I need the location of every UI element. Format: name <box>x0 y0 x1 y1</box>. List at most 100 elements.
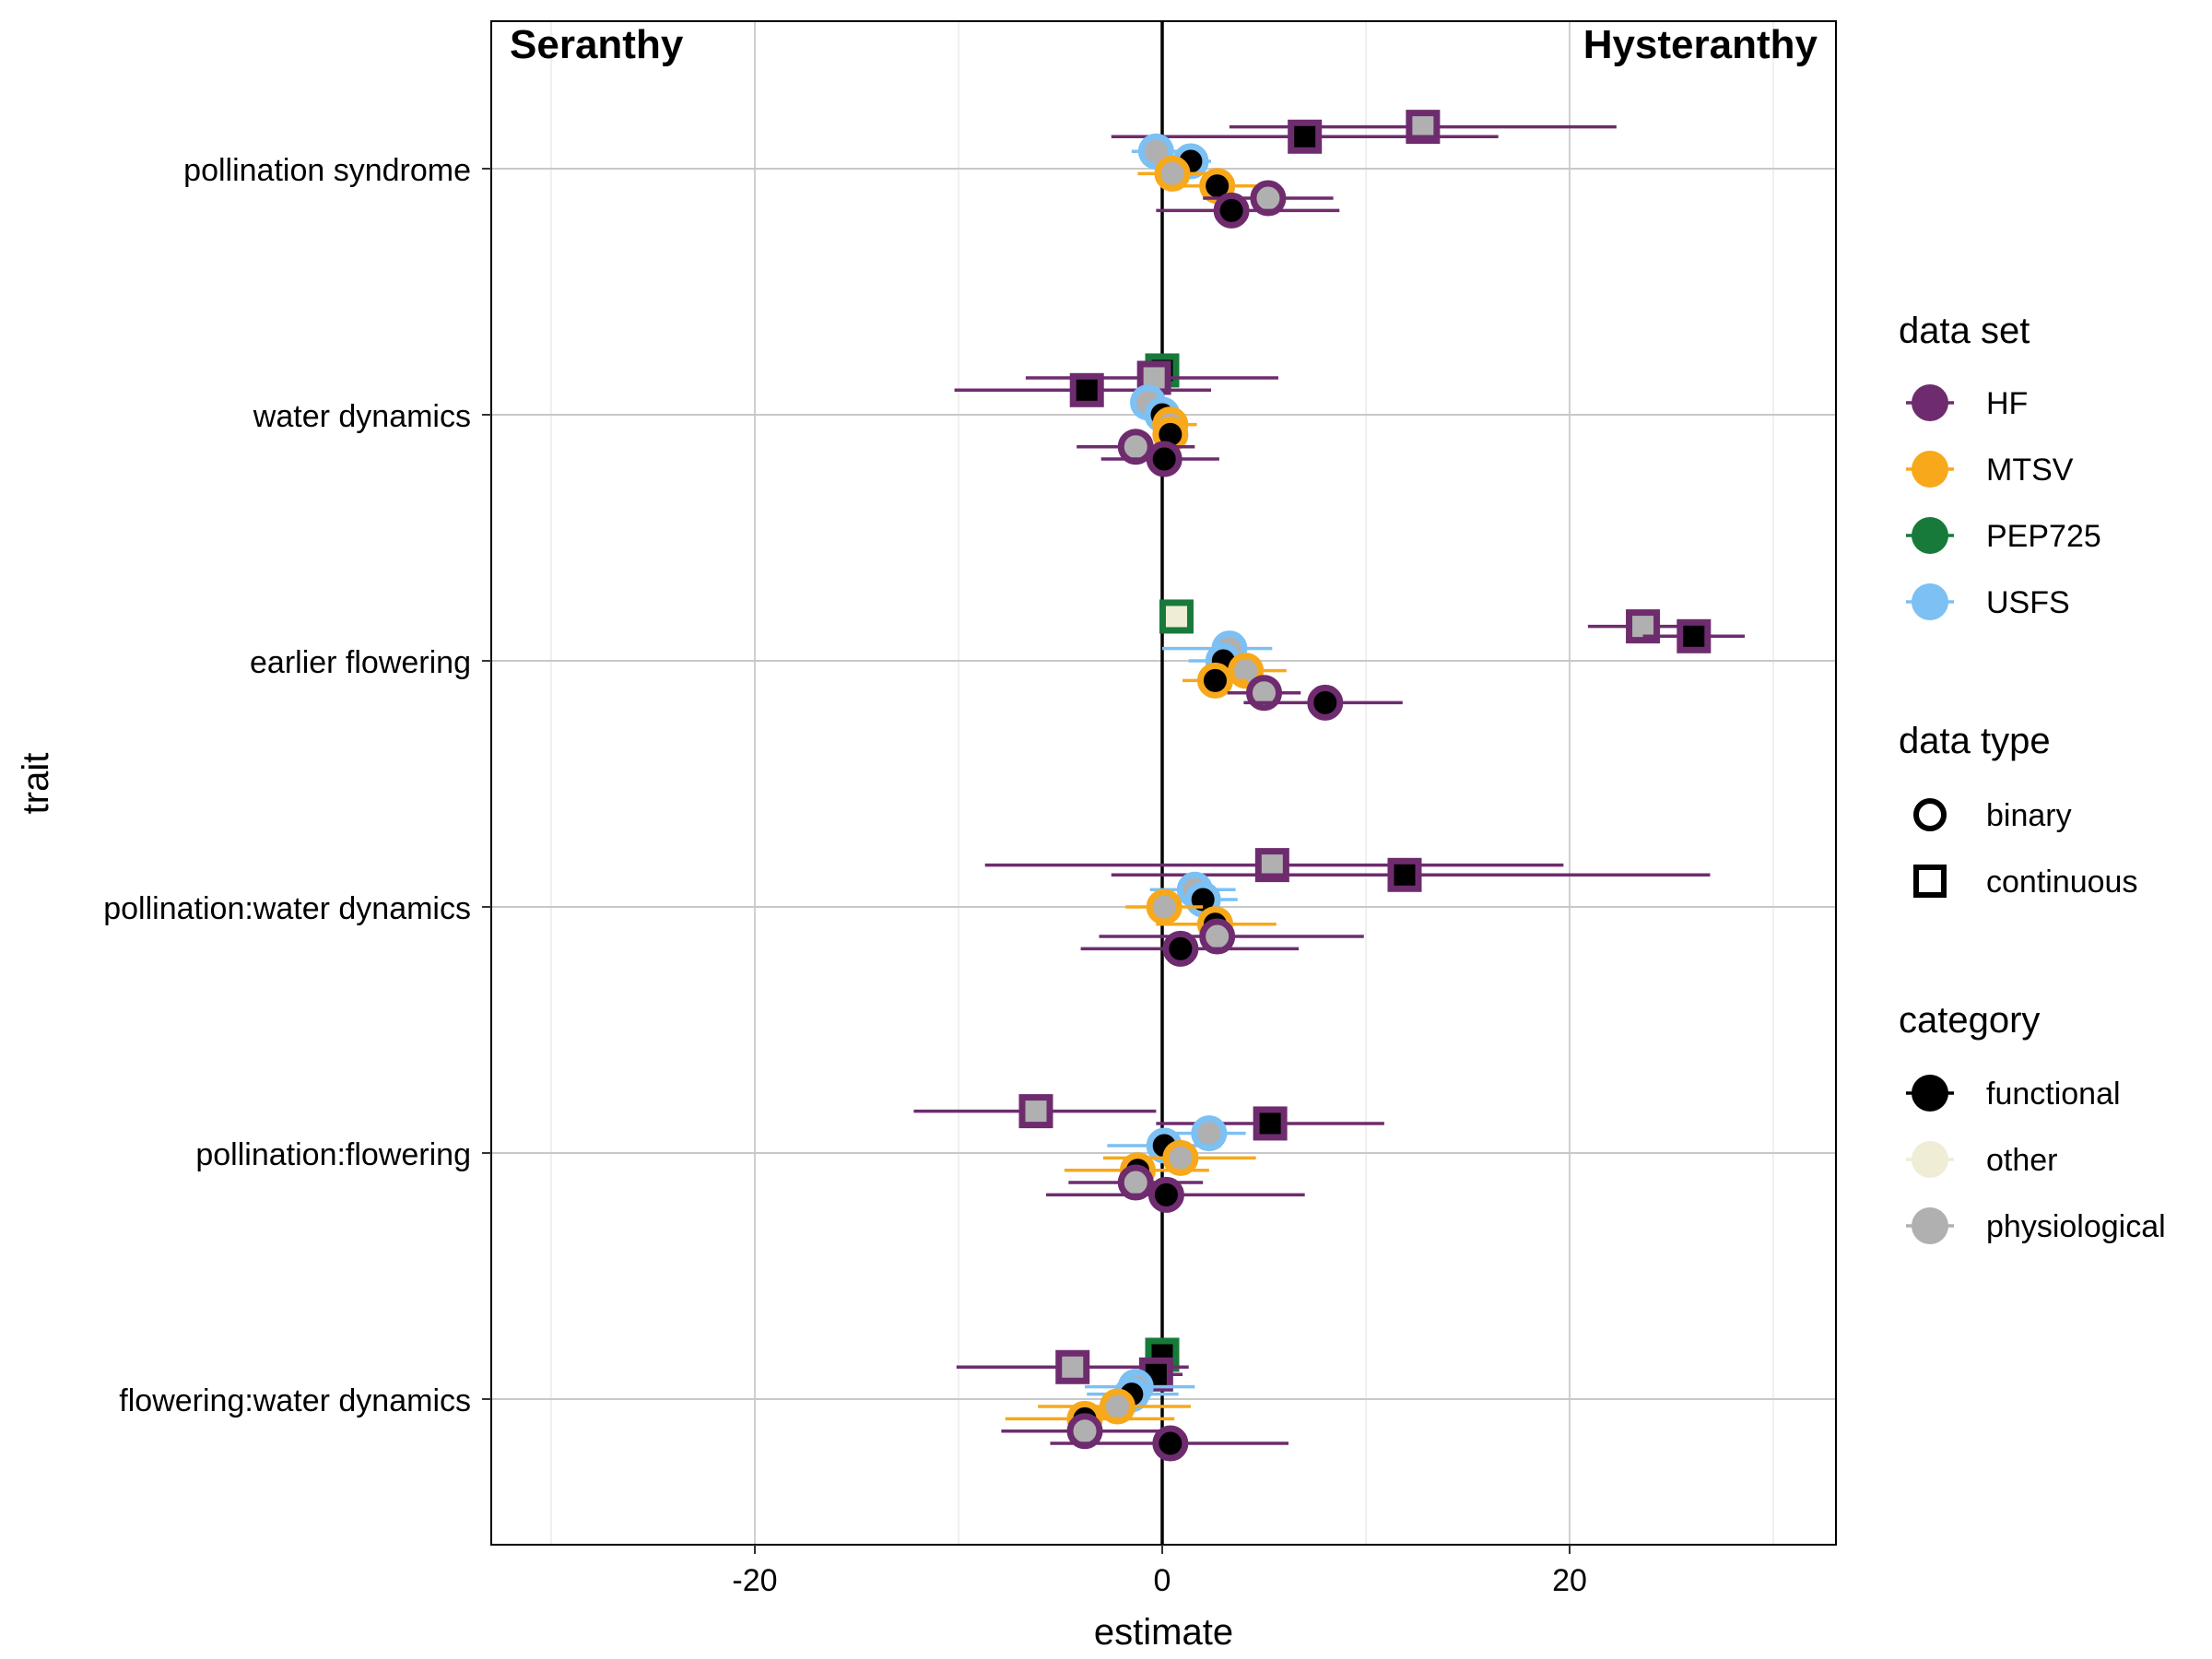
legend-label-functional: functional <box>1986 1077 2121 1112</box>
legend-label-binary: binary <box>1986 798 2072 833</box>
binary-marker <box>1250 180 1287 217</box>
legend-key-pep725 <box>1906 517 1954 554</box>
legend-key-mtsv <box>1906 451 1954 488</box>
legend-key-square <box>1913 865 1947 898</box>
binary-marker <box>1152 1425 1189 1462</box>
y-axis-ticks: pollination syndrome water dynamics earlie… <box>103 153 491 1418</box>
legend-key-continuous <box>1913 865 1947 898</box>
x-axis-ticks: -20 0 20 <box>732 1545 1587 1598</box>
binary-marker <box>1117 429 1154 465</box>
point-pollination-flowering-hf-binary-functional <box>1046 1176 1305 1213</box>
point-pollination-flowering-usfs-binary-physiological <box>1172 1115 1246 1152</box>
legend-title-data-type: data type <box>1899 721 2051 761</box>
point-pollination-syndrome-mtsv-binary-physiological <box>1137 155 1207 192</box>
y-axis-title: trait <box>16 753 56 815</box>
point-pollination-syndrome-hf-continuous-functional <box>1111 119 1499 154</box>
binary-marker <box>1154 155 1191 192</box>
point-water-dynamics-hf-binary-physiological <box>1077 429 1195 465</box>
legend-key-circle <box>1913 798 1947 831</box>
binary-marker <box>1162 930 1199 967</box>
legend-key-dot <box>1912 1141 1948 1178</box>
annotation-hysteranthy: Hysteranthy <box>1583 22 1818 67</box>
legend-key-dot <box>1912 517 1948 554</box>
data-marks <box>913 110 1746 1462</box>
binary-marker <box>1307 684 1344 721</box>
y-tick-label-pollination-water-dynamics: pollination:water dynamics <box>103 891 471 926</box>
legend-label-other: other <box>1986 1143 2058 1178</box>
continuous-marker <box>1159 599 1194 634</box>
binary-marker <box>1191 1115 1228 1152</box>
binary-marker <box>1146 441 1182 477</box>
point-earlier-flowering-pep725-continuous-other <box>1159 599 1194 634</box>
binary-marker <box>1162 1139 1199 1176</box>
continuous-marker <box>1626 609 1661 644</box>
point-pollination-water-dynamics-hf-binary-functional <box>1080 930 1300 967</box>
point-pollination-water-dynamics-hf-continuous-functional <box>1111 857 1711 892</box>
legend-key-dot <box>1912 1075 1948 1112</box>
point-flowering-water-dynamics-mtsv-binary-physiological <box>1038 1388 1191 1425</box>
point-flowering-water-dynamics-hf-binary-physiological <box>1001 1413 1181 1450</box>
legend-key-other <box>1906 1141 1954 1178</box>
binary-marker <box>1117 1164 1154 1201</box>
point-pollination-flowering-hf-binary-physiological <box>1068 1164 1204 1201</box>
point-water-dynamics-hf-binary-functional <box>1100 441 1219 477</box>
legend-title-category: category <box>1899 1000 2040 1041</box>
x-tick-label: 0 <box>1154 1563 1171 1598</box>
y-tick-label-pollination-flowering: pollination:flowering <box>195 1137 471 1172</box>
legend-key-dot <box>1912 451 1948 488</box>
annotation-seranthy: Seranthy <box>510 22 684 67</box>
y-tick-label-pollination-syndrome: pollination syndrome <box>183 153 471 188</box>
y-tick-label-water-dynamics: water dynamics <box>253 399 471 434</box>
x-tick-label: -20 <box>732 1563 777 1598</box>
legend-key-usfs <box>1906 583 1954 620</box>
legend-key-dot <box>1912 1207 1948 1244</box>
legend-key-dot <box>1912 384 1948 421</box>
x-tick-label: 20 <box>1552 1563 1587 1598</box>
legend-key-binary <box>1913 798 1947 831</box>
continuous-marker <box>1253 1106 1288 1141</box>
point-pollination-flowering-mtsv-binary-physiological <box>1102 1139 1256 1176</box>
binary-marker <box>1066 1413 1103 1450</box>
continuous-marker <box>1018 1094 1053 1129</box>
point-earlier-flowering-mtsv-binary-functional <box>1182 662 1248 699</box>
point-pollination-syndrome-hf-binary-functional <box>1156 192 1340 229</box>
legend-key-functional <box>1906 1075 1954 1112</box>
legend-label-physiological: physiological <box>1986 1209 2166 1244</box>
point-earlier-flowering-hf-binary-physiological <box>1227 675 1301 712</box>
continuous-marker <box>1387 857 1422 892</box>
binary-marker <box>1199 918 1236 955</box>
point-water-dynamics-hf-continuous-functional <box>954 372 1212 407</box>
binary-marker <box>1213 192 1250 229</box>
binary-marker <box>1146 888 1182 925</box>
y-tick-label-flowering-water-dynamics: flowering:water dynamics <box>119 1383 471 1418</box>
binary-marker <box>1246 675 1282 712</box>
legend-key-physiological <box>1906 1207 1954 1244</box>
legend-label-hf: HF <box>1986 386 2028 421</box>
panel-border <box>490 20 1837 1546</box>
point-earlier-flowering-hf-continuous-functional <box>1642 618 1746 653</box>
binary-marker <box>1228 653 1265 689</box>
legend-key-hf <box>1906 384 1954 421</box>
legend-label-mtsv: MTSV <box>1986 453 2074 488</box>
point-pollination-water-dynamics-mtsv-binary-physiological <box>1125 888 1204 925</box>
continuous-marker <box>1069 372 1104 407</box>
binary-marker <box>1196 662 1233 699</box>
binary-marker <box>1147 1176 1184 1213</box>
legend-label-continuous: continuous <box>1986 865 2137 900</box>
point-flowering-water-dynamics-hf-binary-functional <box>1050 1425 1289 1462</box>
continuous-marker <box>1055 1349 1090 1384</box>
legend-title-data-set: data set <box>1899 311 2030 351</box>
point-pollination-flowering-hf-continuous-physiological <box>913 1094 1157 1129</box>
legend: data set HF MTSV PEP725 USFS data type binary c… <box>1899 311 2166 1244</box>
point-pollination-flowering-hf-continuous-functional <box>1156 1106 1384 1141</box>
legend-label-pep725: PEP725 <box>1986 519 2101 554</box>
binary-marker <box>1099 1388 1135 1425</box>
legend-label-usfs: USFS <box>1986 585 2070 620</box>
point-earlier-flowering-hf-binary-functional <box>1243 684 1403 721</box>
x-axis-title: estimate <box>1094 1612 1233 1653</box>
y-tick-label-earlier-flowering: earlier flowering <box>250 645 471 680</box>
legend-key-dot <box>1912 583 1948 620</box>
continuous-marker <box>1677 618 1712 653</box>
